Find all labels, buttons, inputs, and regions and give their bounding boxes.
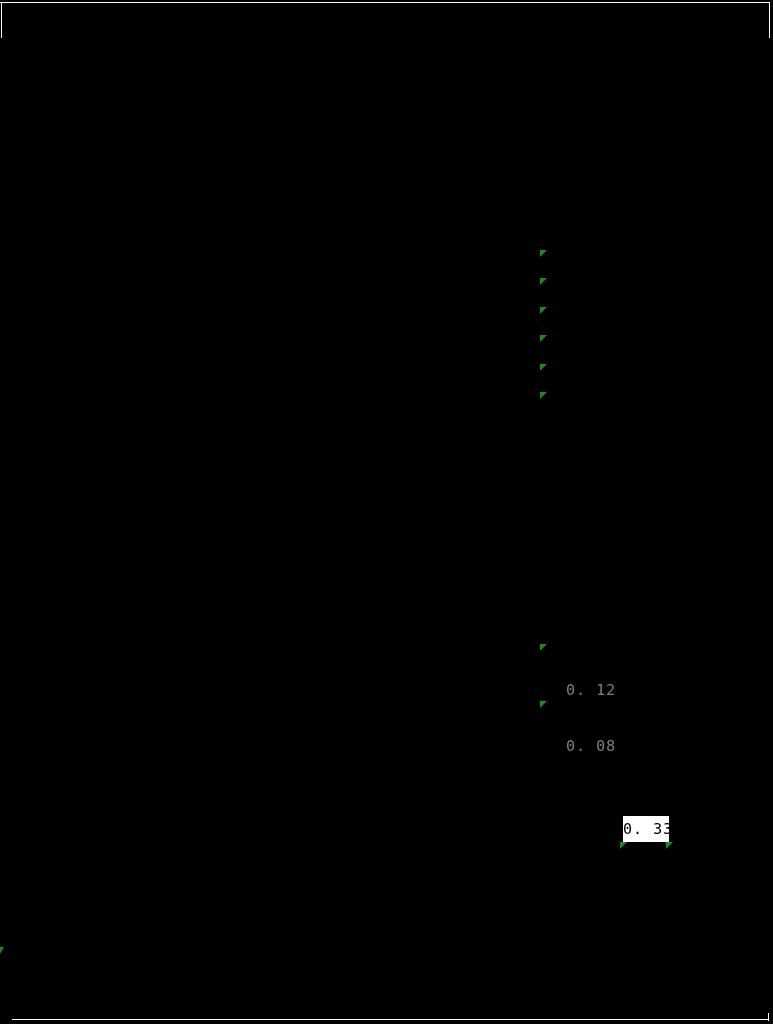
- selection-handle-icon[interactable]: [666, 842, 673, 849]
- corner-triangle-marker-icon[interactable]: [540, 250, 547, 257]
- highlighted-value-box[interactable]: 0. 33: [623, 816, 672, 842]
- value-label: 0. 08: [566, 737, 617, 755]
- value-label: 0. 12: [566, 681, 617, 699]
- corner-triangle-marker-icon[interactable]: [540, 278, 547, 285]
- corner-triangle-marker-icon[interactable]: [540, 392, 547, 399]
- document-frame-right-rule: [769, 2, 770, 38]
- corner-triangle-marker-icon[interactable]: [540, 364, 547, 371]
- corner-triangle-marker-icon[interactable]: [540, 701, 547, 708]
- corner-triangle-marker-icon[interactable]: [540, 335, 547, 342]
- document-frame-bottom-rule: [12, 1019, 768, 1020]
- document-frame-top-rule: [0, 2, 770, 3]
- selection-handle-icon[interactable]: [620, 842, 627, 849]
- document-frame-bottom-tick: [768, 1013, 769, 1021]
- corner-triangle-marker-icon[interactable]: [540, 644, 547, 651]
- corner-triangle-marker-icon[interactable]: [540, 307, 547, 314]
- corner-triangle-marker-icon[interactable]: [0, 947, 4, 954]
- document-frame-left-rule: [1, 2, 2, 38]
